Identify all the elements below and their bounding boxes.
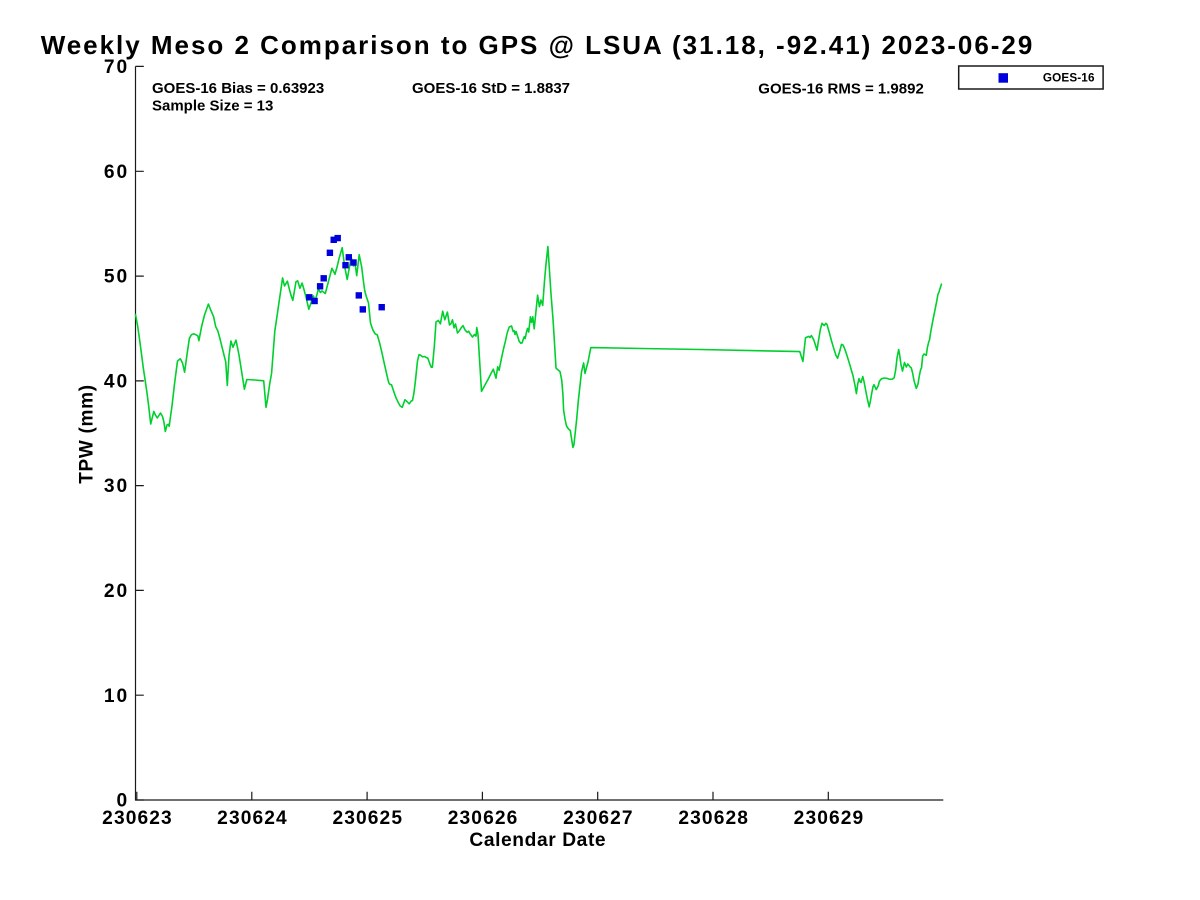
svg-text:GOES-16 StD = 1.8837: GOES-16 StD = 1.8837 <box>412 80 570 97</box>
svg-text:60: 60 <box>104 162 129 183</box>
svg-text:40: 40 <box>104 372 129 393</box>
svg-text:230625: 230625 <box>332 808 403 829</box>
svg-text:50: 50 <box>104 267 129 288</box>
svg-text:230627: 230627 <box>563 808 634 829</box>
svg-text:230624: 230624 <box>217 808 288 829</box>
svg-text:10: 10 <box>104 686 129 707</box>
svg-text:0: 0 <box>117 791 130 812</box>
svg-text:230626: 230626 <box>448 808 519 829</box>
svg-text:230629: 230629 <box>794 808 865 829</box>
svg-text:30: 30 <box>104 476 129 497</box>
svg-text:GOES-16 Bias = 0.63923: GOES-16 Bias = 0.63923 <box>152 80 324 97</box>
svg-text:TPW (mm): TPW (mm) <box>77 384 98 484</box>
svg-text:Sample Size = 13: Sample Size = 13 <box>152 98 273 115</box>
svg-text:GOES-16: GOES-16 <box>1043 71 1095 84</box>
svg-text:Calendar Date: Calendar Date <box>469 830 606 851</box>
svg-text:230623: 230623 <box>102 808 173 829</box>
svg-text:20: 20 <box>104 581 129 602</box>
svg-text:GOES-16 RMS = 1.9892: GOES-16 RMS = 1.9892 <box>758 80 924 97</box>
svg-text:230628: 230628 <box>678 808 749 829</box>
svg-text:70: 70 <box>104 57 129 78</box>
svg-text:Weekly Meso 2 Comparison to GP: Weekly Meso 2 Comparison to GPS @ LSUA (… <box>41 30 1035 60</box>
